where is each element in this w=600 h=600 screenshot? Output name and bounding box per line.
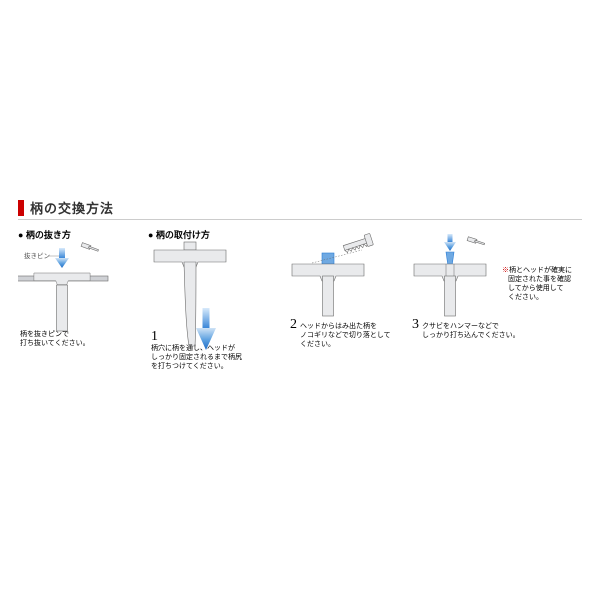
- protrusion: [322, 253, 334, 264]
- handle-shape: [57, 285, 68, 331]
- install-heading: ● 柄の取付け方: [148, 229, 210, 240]
- pin-label: 抜きピン: [24, 251, 50, 260]
- arrow-down-icon: [444, 234, 456, 251]
- hammer-icon: [81, 243, 99, 253]
- step3-number: 3: [412, 317, 419, 332]
- step2-caption: ヘッドからはみ出た柄を ノコギリなどで切り落として ください。: [300, 321, 393, 348]
- divider: [18, 219, 582, 220]
- hammer-icon: [467, 237, 485, 246]
- arrow-down-large-icon: [196, 308, 216, 350]
- step1-caption: 柄穴に柄を通し、ヘッドが しっかり固定されるまで柄尻 を打ちつけてください。: [151, 343, 244, 370]
- title-text: 柄の交換方法: [30, 198, 114, 217]
- vice-icon: [18, 273, 108, 331]
- step3-caption: クサビをハンマーなどで しっかり打ち込んでください。: [422, 321, 520, 339]
- removal-caption: 柄を抜きピンで 打ち抜いてください。: [20, 329, 90, 347]
- panel-removal: ● 柄の抜き方 抜きピン: [18, 229, 108, 347]
- accent-bar: [18, 200, 24, 216]
- saw-icon: [342, 233, 373, 253]
- section-title: 柄の交換方法: [18, 198, 114, 217]
- step1-number: 1: [151, 329, 158, 344]
- install-note: ※柄とヘッドが確実に 固定された事を確認 してから使用して ください。: [502, 265, 574, 301]
- step-3: [414, 234, 486, 316]
- step2-number: 2: [290, 317, 297, 332]
- step-1: [154, 242, 226, 350]
- arrow-down-icon: [55, 248, 69, 268]
- removal-heading: ● 柄の抜き方: [18, 229, 71, 240]
- diagram-area: ● 柄の抜き方 抜きピン: [18, 228, 582, 388]
- step-2: [292, 233, 373, 316]
- handle-long: [184, 262, 196, 346]
